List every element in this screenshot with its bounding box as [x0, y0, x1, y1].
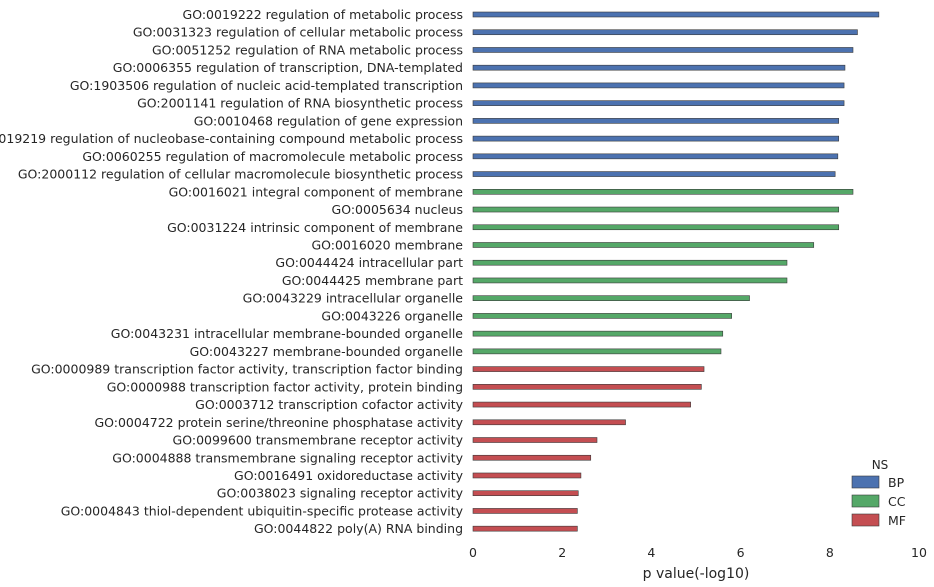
category-label: GO:0051252 regulation of RNA metabolic p…: [152, 42, 463, 57]
category-label: GO:0044424 intracellular part: [275, 255, 463, 270]
bar-bp: [472, 47, 854, 53]
x-axis: 0 2 4 6 8 10: [469, 545, 927, 560]
bars-layer: [472, 11, 880, 532]
bar-bp: [472, 82, 845, 89]
category-label: GO:0000988 transcription factor activity…: [107, 379, 463, 394]
category-label: GO:1903506 regulation of nucleic acid-te…: [70, 78, 463, 93]
category-label: GO:0010468 regulation of gene expression: [194, 113, 463, 128]
bar-mf: [472, 508, 578, 514]
bar-cc: [472, 277, 788, 284]
legend-entries: BP CC MF: [851, 475, 906, 528]
bar-mf: [472, 419, 626, 426]
category-label: GO:0005634 nucleus: [332, 202, 463, 217]
x-tick-label: 4: [647, 545, 655, 560]
category-label: GO:2001141 regulation of RNA biosyntheti…: [137, 96, 463, 111]
x-tick-label: 10: [911, 545, 927, 560]
category-label: GO:0019219 regulation of nucleobase-cont…: [0, 131, 463, 146]
category-label: GO:0043226 organelle: [321, 308, 463, 323]
category-labels: GO:0019222 regulation of metabolic proce…: [0, 7, 464, 536]
category-label: GO:0043229 intracellular organelle: [243, 291, 464, 306]
bar-cc: [472, 295, 750, 301]
category-label: GO:0016491 oxidoreductase activity: [234, 468, 464, 483]
legend-swatch-bp: [851, 475, 880, 489]
bar-cc: [472, 189, 854, 195]
category-label: GO:0031224 intrinsic component of membra…: [167, 220, 463, 235]
category-label: GO:0004843 thiol-dependent ubiquitin-spe…: [61, 503, 464, 518]
bar-mf: [472, 525, 578, 532]
x-tick-label: 6: [737, 545, 745, 560]
legend-label-cc: CC: [888, 494, 906, 509]
bar-mf: [472, 454, 592, 461]
bar-bp: [472, 135, 840, 142]
category-label: GO:0006355 regulation of transcription, …: [113, 60, 463, 75]
category-label: GO:0003712 transcription cofactor activi…: [195, 397, 463, 412]
bar-bp: [472, 11, 880, 18]
category-label: GO:0044822 poly(A) RNA binding: [254, 521, 463, 536]
bar-cc: [472, 313, 732, 319]
bar-cc: [472, 348, 722, 355]
bar-bp: [472, 64, 846, 71]
category-label: GO:0019222 regulation of metabolic proce…: [183, 7, 463, 22]
bar-bp: [472, 100, 845, 106]
bar-bp: [472, 29, 858, 36]
bar-mf: [472, 401, 691, 408]
category-label: GO:0060255 regulation of macromolecule m…: [82, 149, 463, 164]
bar-mf: [472, 472, 582, 479]
bar-cc: [472, 330, 724, 337]
category-label: GO:0004888 transmembrane signaling recep…: [112, 450, 463, 465]
bar-bp: [472, 118, 840, 124]
x-axis-label: p value(-log10): [643, 566, 750, 582]
category-label: GO:0043231 intracellular membrane-bounde…: [111, 326, 464, 341]
legend-label-mf: MF: [888, 513, 906, 528]
category-label: GO:0044425 membrane part: [282, 273, 463, 288]
legend-swatch-mf: [851, 513, 880, 527]
category-label: GO:0038023 signaling receptor activity: [217, 486, 464, 501]
category-label: GO:0099600 transmembrane receptor activi…: [173, 433, 464, 448]
bar-mf: [472, 366, 705, 372]
x-tick-label: 0: [469, 545, 477, 560]
legend-label-bp: BP: [888, 475, 905, 490]
category-label: GO:0031323 regulation of cellular metabo…: [133, 25, 463, 40]
category-label: GO:0016020 membrane: [311, 237, 463, 252]
legend-swatch-cc: [851, 494, 880, 508]
bar-cc: [472, 224, 840, 231]
bar-mf: [472, 437, 598, 443]
legend: NS BP CC MF: [851, 458, 906, 528]
category-label: GO:0016021 integral component of membran…: [169, 184, 464, 199]
bar-bp: [472, 153, 839, 160]
category-label: GO:0004722 protein serine/threonine phos…: [94, 415, 463, 430]
category-label: GO:0043227 membrane-bounded organelle: [190, 344, 464, 359]
legend-title: NS: [872, 458, 889, 472]
bar-cc: [472, 206, 840, 213]
bar-mf: [472, 490, 579, 497]
bar-bp: [472, 171, 836, 177]
x-tick-label: 8: [826, 545, 834, 560]
category-label: GO:0000989 transcription factor activity…: [31, 362, 463, 377]
bar-cc: [472, 259, 788, 266]
bar-mf: [472, 384, 702, 390]
category-label: GO:2000112 regulation of cellular macrom…: [18, 167, 463, 182]
bar-cc: [472, 242, 815, 248]
x-tick-label: 2: [558, 545, 566, 560]
